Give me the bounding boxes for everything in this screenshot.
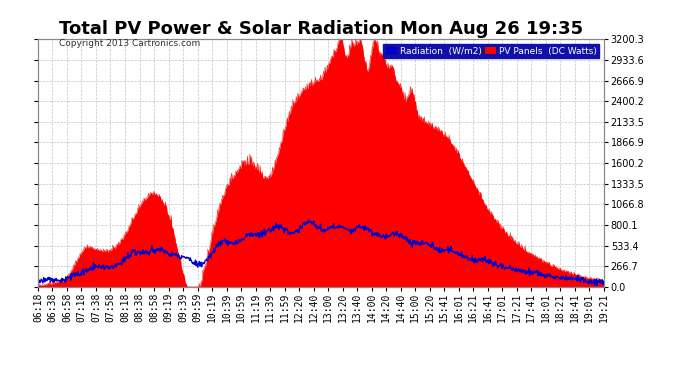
Title: Total PV Power & Solar Radiation Mon Aug 26 19:35: Total PV Power & Solar Radiation Mon Aug… bbox=[59, 20, 583, 38]
Text: Copyright 2013 Cartronics.com: Copyright 2013 Cartronics.com bbox=[59, 39, 200, 48]
Legend: Radiation  (W/m2), PV Panels  (DC Watts): Radiation (W/m2), PV Panels (DC Watts) bbox=[384, 44, 599, 58]
